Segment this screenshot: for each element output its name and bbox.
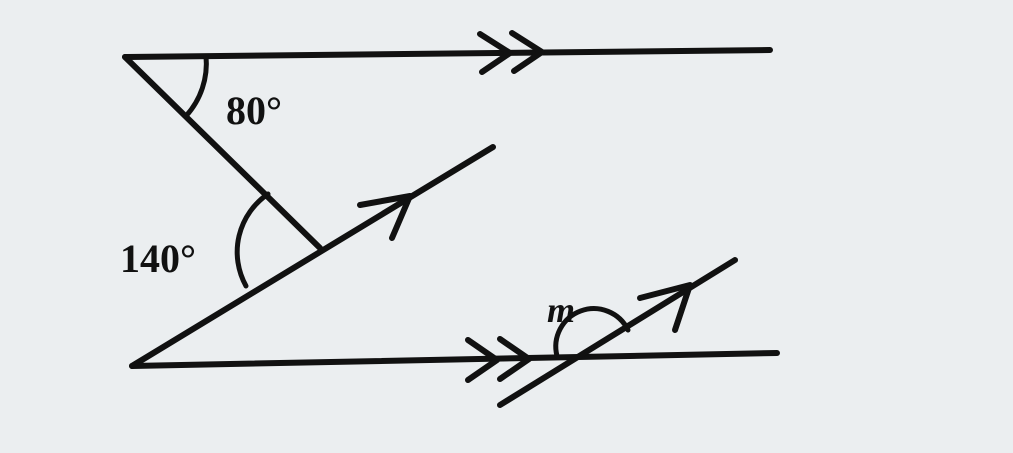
angle-label-140: 140° [120, 236, 196, 281]
lower-line-arrow [637, 282, 693, 333]
middle-line-arrow [357, 193, 413, 241]
bottom-parallel-line [129, 350, 780, 369]
bottom-line-arrow-1 [465, 337, 500, 383]
top-parallel-line [122, 47, 773, 60]
top-line-arrow-2 [509, 30, 545, 74]
angle-arc-m [553, 306, 631, 359]
top-line-arrow-1 [477, 31, 513, 75]
bottom-line-arrow-2 [497, 336, 532, 382]
angle-arc-80 [183, 53, 209, 119]
angle-label-80: 80° [226, 88, 282, 133]
middle-slanted-line [129, 144, 496, 369]
lower-slanted-line [497, 257, 738, 408]
angle-arc-140 [234, 191, 271, 289]
angle-label-m: m [547, 290, 575, 330]
transversal-line [122, 54, 323, 251]
